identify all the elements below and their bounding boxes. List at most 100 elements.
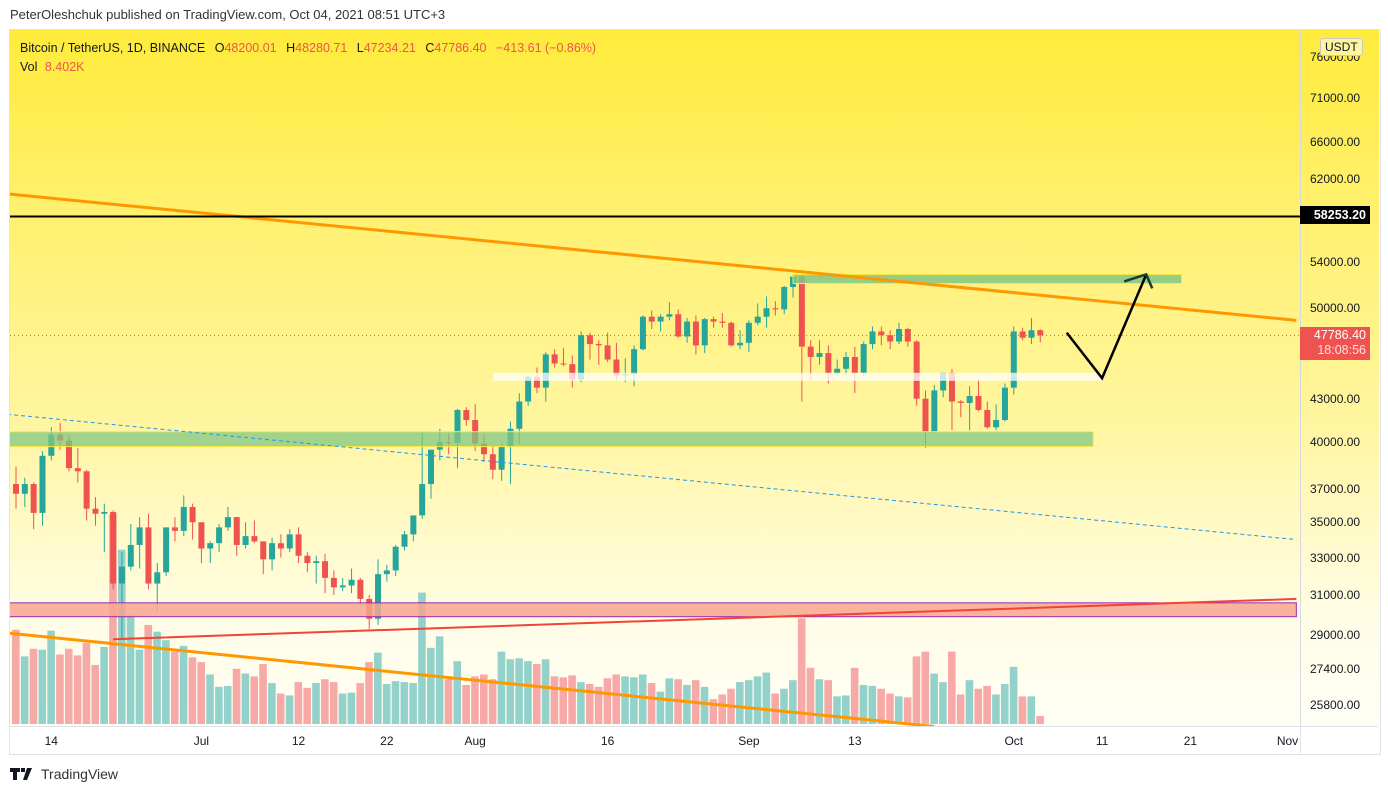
time-tick-label: Aug bbox=[464, 734, 486, 748]
resistance-zone bbox=[792, 273, 1183, 285]
white-zone bbox=[492, 372, 1103, 381]
volume-bar bbox=[736, 682, 744, 724]
candle-body bbox=[728, 322, 735, 346]
support-zone bbox=[10, 431, 1094, 448]
volume-bar bbox=[947, 651, 956, 724]
volume-bar bbox=[868, 685, 877, 724]
candle-body bbox=[525, 376, 532, 402]
high-value: 48280.71 bbox=[295, 41, 348, 55]
volume-bar bbox=[435, 636, 444, 724]
volume-bar bbox=[338, 693, 347, 724]
price-tick-label: 66000.00 bbox=[1310, 134, 1361, 149]
candle-body bbox=[984, 409, 991, 428]
symbol-title[interactable]: Bitcoin / TetherUS, 1D, BINANCE bbox=[20, 41, 206, 55]
volume-bar bbox=[259, 664, 267, 724]
candle-body bbox=[710, 319, 717, 322]
candle-body bbox=[251, 536, 258, 542]
candle-body bbox=[163, 527, 170, 573]
price-tick-label: 25800.00 bbox=[1310, 698, 1361, 713]
candle-body bbox=[101, 512, 108, 514]
candle-body bbox=[480, 443, 487, 455]
volume-bar bbox=[930, 673, 938, 724]
candle-body bbox=[551, 354, 558, 364]
candle-body bbox=[463, 409, 470, 421]
volume-bar bbox=[956, 694, 965, 724]
price-tick-label: 40000.00 bbox=[1310, 435, 1361, 450]
volume-bar bbox=[833, 696, 841, 724]
candle-body bbox=[269, 543, 276, 560]
candle-body bbox=[410, 515, 417, 535]
volume-bar bbox=[135, 649, 144, 724]
close-value: 47786.40 bbox=[434, 41, 487, 55]
volume-bar bbox=[347, 692, 356, 724]
volume-bar bbox=[965, 680, 974, 724]
candle-body bbox=[533, 376, 540, 388]
time-tick-label: Oct bbox=[1004, 734, 1024, 748]
price-tick-label: 27400.00 bbox=[1310, 662, 1361, 677]
candle-body bbox=[21, 484, 28, 494]
axis-corner bbox=[1300, 727, 1301, 753]
volume-bar bbox=[771, 693, 779, 724]
price-tick-label: 29000.00 bbox=[1310, 628, 1361, 643]
candle-body bbox=[419, 484, 426, 516]
candle-body bbox=[322, 561, 329, 578]
price-axis[interactable] bbox=[1300, 30, 1379, 726]
candle-body bbox=[692, 321, 699, 346]
candle-body bbox=[639, 316, 646, 350]
candle-body bbox=[675, 314, 682, 337]
volume-value: 8.402K bbox=[44, 60, 85, 74]
candle-body bbox=[198, 522, 205, 549]
candle-body bbox=[613, 359, 620, 376]
candle-body bbox=[30, 484, 37, 513]
volume-bar bbox=[568, 675, 576, 724]
volume-bar bbox=[206, 674, 214, 724]
volume-bar bbox=[374, 652, 382, 724]
candle-body bbox=[719, 321, 726, 323]
candle-body bbox=[145, 527, 152, 584]
price-tick-label: 31000.00 bbox=[1310, 588, 1361, 603]
time-tick-label: 12 bbox=[291, 734, 306, 748]
volume-bars bbox=[12, 514, 1044, 724]
volume-bar bbox=[524, 661, 532, 724]
volume-bar bbox=[532, 664, 541, 724]
candle-body bbox=[233, 517, 240, 545]
volume-bar bbox=[506, 659, 515, 724]
candle-body bbox=[737, 342, 744, 346]
volume-bar bbox=[294, 682, 303, 724]
candle-body bbox=[578, 335, 585, 380]
volume-bar bbox=[488, 679, 497, 724]
volume-bar bbox=[391, 681, 400, 724]
volume-bar bbox=[656, 691, 665, 724]
volume-bar bbox=[232, 668, 241, 724]
volume-label[interactable]: Vol bbox=[20, 60, 38, 74]
candle-body bbox=[948, 372, 955, 402]
candle-body bbox=[1037, 330, 1044, 336]
candle-body bbox=[286, 534, 293, 549]
price-tick-label: 54000.00 bbox=[1310, 255, 1361, 270]
time-axis[interactable] bbox=[10, 726, 1378, 753]
volume-bar bbox=[824, 680, 832, 724]
volume-bar bbox=[859, 684, 868, 724]
volume-bar bbox=[241, 673, 250, 724]
volume-bar bbox=[82, 643, 91, 724]
candle-body bbox=[966, 395, 973, 403]
volume-bar bbox=[709, 699, 718, 724]
volume-bar bbox=[815, 679, 824, 724]
currency-button[interactable]: USDT bbox=[1320, 38, 1363, 56]
brand-name: TradingView bbox=[41, 766, 119, 782]
candle-body bbox=[428, 449, 435, 485]
volume-bar bbox=[612, 674, 621, 724]
projection-path bbox=[1065, 273, 1148, 381]
candle-body bbox=[110, 512, 117, 584]
candle-body bbox=[489, 454, 496, 470]
tradingview-logo[interactable]: TradingView bbox=[10, 766, 118, 782]
arrowhead-icon bbox=[1123, 272, 1154, 289]
candle-body bbox=[295, 534, 302, 556]
candle-body bbox=[851, 356, 858, 373]
candle-body bbox=[657, 316, 664, 322]
volume-bar bbox=[983, 685, 991, 724]
candle-body bbox=[595, 344, 602, 346]
volume-bar bbox=[47, 630, 55, 724]
volume-bar bbox=[638, 674, 647, 724]
candle-body bbox=[224, 517, 231, 528]
